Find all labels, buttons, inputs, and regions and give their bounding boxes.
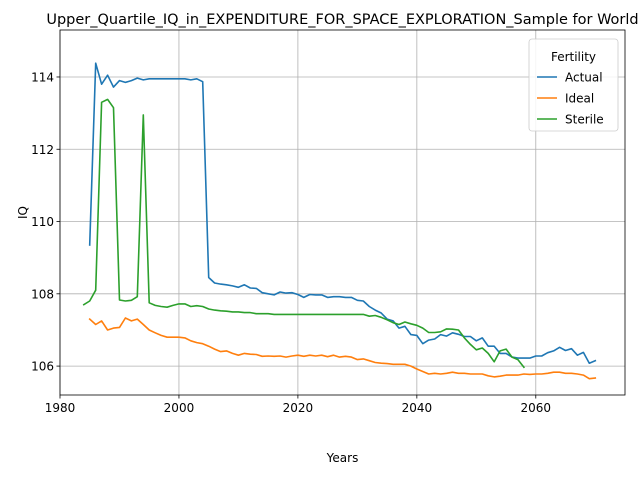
x-axis-label: Years: [326, 451, 359, 465]
legend-label-sterile: Sterile: [565, 113, 604, 127]
legend-label-actual: Actual: [565, 71, 603, 85]
x-tick-label: 2020: [283, 401, 314, 415]
y-tick-label: 108: [31, 287, 54, 301]
y-tick-label: 106: [31, 360, 54, 374]
x-tick-label: 1980: [45, 401, 76, 415]
x-tick-label: 2060: [521, 401, 552, 415]
y-tick-label: 112: [31, 143, 54, 157]
legend: Fertility Actual Ideal Sterile: [528, 38, 619, 132]
series-line-sterile: [82, 98, 526, 369]
y-tick-label: 110: [31, 215, 54, 229]
y-tick-label: 114: [31, 70, 54, 84]
chart-title: Upper_Quartile_IQ_in_EXPENDITURE_FOR_SPA…: [46, 12, 638, 28]
x-tick-label: 2000: [164, 401, 195, 415]
y-axis-label: IQ: [16, 206, 30, 219]
axis-ticks: 1980 2000 2020 2040 2060 106 108 110 112 114: [31, 70, 551, 415]
legend-title: Fertility: [551, 50, 596, 64]
legend-box: [528, 38, 619, 132]
plot-area-frame: [59, 29, 626, 396]
legend-items: Actual Ideal Sterile: [537, 71, 604, 127]
x-tick-label: 2040: [402, 401, 433, 415]
series-line-ideal: [88, 317, 597, 380]
legend-label-ideal: Ideal: [565, 92, 594, 106]
series-lines: [82, 62, 597, 380]
